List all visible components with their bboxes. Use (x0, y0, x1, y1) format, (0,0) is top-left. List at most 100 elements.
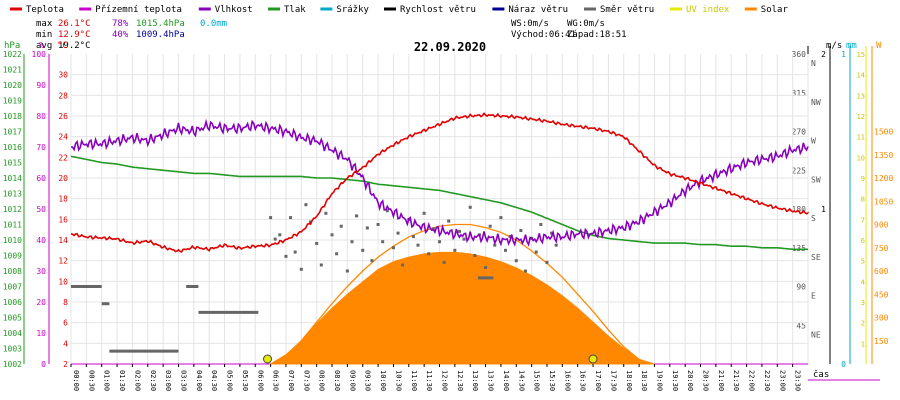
wind-dir-point (370, 259, 374, 263)
wind-dir-compass-label: NW (811, 98, 821, 107)
wind-dir-point (427, 252, 431, 256)
wind-dir-point (304, 203, 308, 207)
x-tick-label: 00:00 (72, 370, 80, 391)
x-tick-label: 09:30 (364, 370, 372, 391)
solar-tick-label: 1500 (874, 128, 893, 137)
uv-tick-label: 7 (861, 216, 865, 224)
solar-tick-label: 600 (874, 267, 889, 276)
wind-dir-point (488, 224, 492, 228)
wind-dir-point (539, 223, 543, 226)
x-tick-label: 20:30 (702, 370, 710, 391)
wind-dir-point (361, 248, 365, 252)
wind-dir-point (309, 220, 313, 224)
x-tick-label: 04:00 (195, 370, 203, 391)
humidity-tick-label: 0 (41, 360, 46, 369)
wind-dir-point (345, 269, 349, 273)
stats-min-label: min (36, 30, 52, 40)
wind-dir-point (385, 209, 389, 213)
wind-dir-tick-label: 315 (792, 89, 807, 98)
axis-unit-mm: mm (846, 41, 857, 51)
line-series (70, 112, 809, 253)
legend-label-3: Tlak (284, 5, 306, 15)
solar-tick-label: 750 (874, 244, 889, 253)
wind-dir-point (335, 252, 339, 256)
wind-dir-point (447, 219, 451, 223)
uv-tick-label: 1 (861, 340, 865, 348)
pressure-tick-label: 1002 (3, 360, 22, 369)
legend-label-9: Solar (761, 5, 789, 15)
humidity-tick-label: 80 (36, 112, 46, 121)
x-tick-label: 14:30 (517, 370, 525, 391)
wind-dir-point (468, 205, 472, 209)
solar-tick-label: 900 (874, 221, 889, 230)
axis-unit-pct: % (39, 41, 45, 51)
pressure-tick-label: 1007 (3, 283, 22, 292)
pressure-line (70, 155, 808, 251)
wind-dir-point (381, 240, 385, 244)
wind-dir-point (273, 237, 277, 241)
x-tick-label: 01:00 (103, 370, 111, 391)
temperature-tick-label: 26 (58, 112, 68, 121)
wind-dir-tick-label: 360 (792, 50, 807, 59)
temperature-tick-label: 18 (58, 195, 68, 204)
wind-dir-point (391, 246, 395, 250)
wind-dir-point (499, 216, 503, 220)
wind-dir-tick-label: 180 (792, 205, 807, 214)
x-tick-label: 19:00 (655, 370, 663, 391)
x-tick-label: 10:00 (379, 370, 387, 391)
pressure-tick-label: 1020 (3, 81, 22, 90)
wind-dir-point (508, 235, 512, 239)
wind-dir-tick-label: 225 (792, 166, 807, 175)
wind-dir-point (550, 231, 554, 235)
pressure-tick-label: 1004 (3, 329, 22, 338)
x-tick-label: 17:30 (609, 370, 617, 391)
solar-tick-label: 1350 (874, 151, 893, 160)
humidity-tick-label: 40 (36, 236, 46, 245)
x-tick-label: 08:00 (318, 370, 326, 391)
x-tick-label: 11:00 (410, 370, 418, 391)
x-tick-label: 02:30 (149, 370, 157, 391)
temperature-tick-label: 6 (63, 319, 68, 328)
wind-dir-point (514, 259, 518, 263)
wind-dir-point (324, 211, 328, 215)
wind-dir-point (299, 267, 303, 271)
x-tick-label: 06:30 (272, 370, 280, 391)
legend-label-5: Rychlost větru (400, 5, 476, 15)
wind-dir-point (289, 216, 293, 220)
stats-max-rain: 0.0mm (200, 19, 227, 29)
x-tick-label: 03:00 (164, 370, 172, 391)
temperature-tick-label: 22 (58, 153, 68, 162)
pressure-tick-label: 1005 (3, 314, 22, 323)
legend-label-0: Teplota (26, 5, 64, 15)
wind-dir-point (473, 254, 477, 257)
wind-dir-tick-label: 45 (796, 321, 806, 330)
wind-dir-tick-label: 270 (792, 128, 807, 137)
x-tick-label: 13:30 (487, 370, 495, 391)
axis-unit-celsius: °C (57, 41, 68, 51)
x-tick-label: 01:30 (118, 370, 126, 391)
x-tick-label: 06:00 (256, 370, 264, 391)
x-tick-label: 07:00 (287, 370, 295, 391)
uv-tick-label: 3 (861, 299, 865, 307)
pressure-tick-label: 1022 (3, 50, 22, 59)
pressure-tick-label: 1016 (3, 143, 22, 152)
humidity-tick-label: 70 (36, 143, 46, 152)
temperature-tick-label: 8 (63, 298, 68, 307)
stats-ws: WS:0m/s (511, 19, 549, 29)
stats-max-hum: 78% (112, 19, 129, 29)
wind-dir-point (269, 216, 273, 220)
uv-tick-label: 2 (861, 320, 865, 328)
uv-tick-label: 13 (857, 92, 865, 100)
pressure-tick-label: 1011 (3, 221, 22, 230)
wind-dir-point (422, 211, 426, 215)
legend-label-1: Přízemní teplota (95, 5, 182, 15)
x-tick-label: 15:00 (533, 370, 541, 391)
stats-sunset: Západ:18:51 (567, 30, 627, 40)
wind-direction-series (71, 203, 558, 353)
x-axis-label: čas (813, 369, 829, 380)
uv-marker (263, 354, 273, 364)
wind-dir-point (484, 266, 488, 270)
temperature-tick-label: 10 (58, 277, 68, 286)
axis-unit-hpa: hPa (4, 41, 20, 51)
